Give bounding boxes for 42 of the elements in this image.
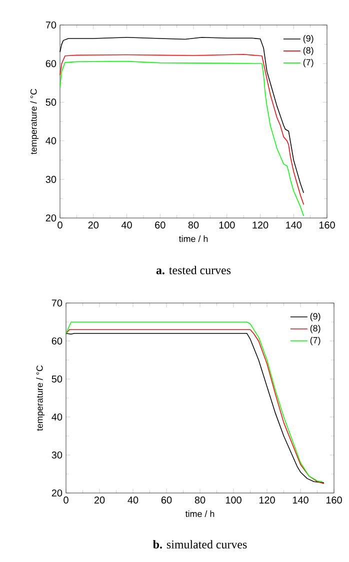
x-tick-label: 120 <box>259 496 275 504</box>
y-tick-label: 50 <box>52 375 62 383</box>
x-tick-label: 20 <box>94 496 105 504</box>
y-tick-label: 30 <box>46 176 56 183</box>
x-tick-label: 120 <box>252 222 268 229</box>
y-tick-label: 70 <box>52 299 62 307</box>
legend-label: (8) <box>303 46 314 56</box>
x-tick-label: 40 <box>121 222 132 229</box>
x-tick-label: 60 <box>161 496 172 504</box>
y-tick-label: 20 <box>52 489 62 497</box>
legend-label: (9) <box>303 34 314 44</box>
x-tick-label: 40 <box>128 496 138 504</box>
y-tick-label: 40 <box>46 137 56 144</box>
x-tick-label: 60 <box>155 222 166 229</box>
y-tick-label: 20 <box>46 214 56 222</box>
x-tick-label: 0 <box>58 222 62 229</box>
x-tick-label: 100 <box>219 222 235 229</box>
x-tick-label: 80 <box>188 222 199 229</box>
x-axis-title: time / h <box>185 510 214 518</box>
y-axis-title: temperature / °C <box>36 365 45 431</box>
y-tick-label: 70 <box>46 21 56 29</box>
x-tick-label: 140 <box>286 222 302 229</box>
x-tick-label: 20 <box>88 222 99 229</box>
x-tick-label: 100 <box>226 496 242 504</box>
x-tick-label: 80 <box>194 496 206 504</box>
y-tick-label: 60 <box>52 337 62 345</box>
legend-label: (7) <box>303 58 314 68</box>
legend-label: (7) <box>310 336 320 346</box>
x-tick-label: 160 <box>319 222 335 229</box>
x-axis-title: time / h <box>178 235 208 242</box>
y-tick-label: 50 <box>46 98 56 106</box>
y-axis-title: temperature / °C <box>30 88 39 154</box>
y-tick-label: 60 <box>46 60 56 68</box>
text: b. simulated curves <box>153 540 247 549</box>
x-tick-label: 160 <box>326 496 342 504</box>
legend-label: (8) <box>310 324 320 334</box>
y-tick-label: 40 <box>52 413 62 421</box>
y-tick-label: 30 <box>52 451 62 459</box>
text: a. tested curves <box>156 266 231 274</box>
x-tick-label: 140 <box>292 496 308 504</box>
x-tick-label: 0 <box>64 496 68 504</box>
legend-label: (9) <box>310 312 320 322</box>
